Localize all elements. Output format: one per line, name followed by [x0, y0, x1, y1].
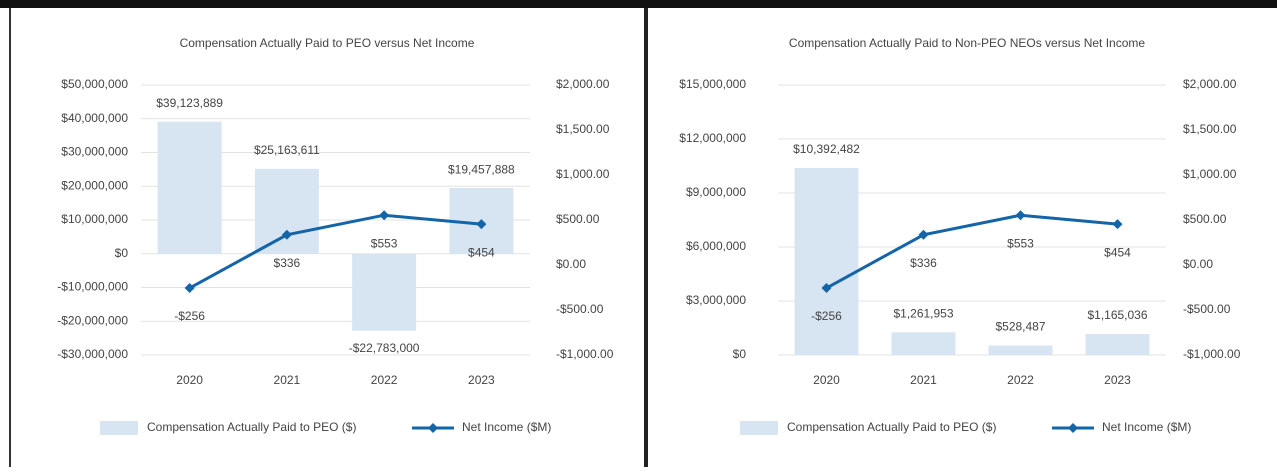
x-tick-label: 2020: [813, 373, 840, 387]
y-tick-label: $12,000,000: [679, 131, 746, 145]
bar-value-label: -$22,783,000: [349, 341, 420, 355]
bar-value-label: $1,261,953: [893, 306, 953, 320]
y2-tick-label: $0.00: [556, 257, 586, 271]
bar-value-label: $1,165,036: [1087, 308, 1147, 322]
x-tick-label: 2022: [371, 373, 398, 387]
bar: [1085, 334, 1150, 355]
y2-tick-label: $500.00: [556, 212, 600, 226]
bar-value-label: $528,487: [995, 320, 1045, 334]
y-tick-label: -$10,000,000: [57, 280, 128, 294]
bar-value-label: $25,163,611: [254, 143, 320, 157]
line-marker: [1112, 219, 1123, 230]
chart-title: Compensation Actually Paid to Non-PEO NE…: [789, 36, 1145, 50]
x-tick-label: 2020: [176, 373, 203, 387]
frame-top: [0, 0, 1277, 8]
legend-label: Net Income ($M): [1102, 420, 1191, 434]
line-value-label: $454: [468, 245, 495, 259]
line-value-label: -$256: [811, 309, 842, 323]
line-value-label: -$256: [174, 309, 205, 323]
legend-label: Compensation Actually Paid to PEO ($): [787, 420, 996, 434]
y-tick-label: $0: [115, 246, 129, 260]
frame-left: [9, 8, 11, 467]
y2-tick-label: -$500.00: [556, 302, 604, 316]
y2-tick-label: $2,000.00: [1183, 77, 1237, 91]
bar-value-label: $39,123,889: [156, 96, 223, 110]
line-value-label: $336: [910, 256, 937, 270]
line-marker: [184, 283, 195, 294]
y2-tick-label: -$500.00: [1183, 302, 1231, 316]
bar: [254, 168, 319, 254]
y2-tick-label: $2,000.00: [556, 77, 610, 91]
x-tick-label: 2021: [910, 373, 937, 387]
line-marker: [821, 283, 832, 294]
line-marker: [281, 229, 292, 240]
line-value-label: $336: [274, 256, 301, 270]
line: [825, 213, 1118, 290]
line-value-label: $553: [371, 236, 398, 250]
y-tick-label: $50,000,000: [61, 77, 128, 91]
y-tick-label: $3,000,000: [686, 293, 746, 307]
bar: [794, 167, 859, 355]
legend-swatch: [740, 421, 778, 435]
y2-tick-label: -$1,000.00: [1183, 347, 1241, 361]
x-tick-label: 2022: [1007, 373, 1034, 387]
bar: [891, 332, 956, 355]
y-tick-label: -$30,000,000: [57, 347, 128, 361]
legend-marker: [1068, 423, 1078, 433]
legend-marker: [428, 423, 438, 433]
y-tick-label: $9,000,000: [686, 185, 746, 199]
x-tick-label: 2023: [468, 373, 495, 387]
legend-label: Compensation Actually Paid to PEO ($): [147, 420, 356, 434]
line-marker: [379, 210, 390, 221]
y2-tick-label: $1,500.00: [1183, 122, 1237, 136]
x-tick-label: 2023: [1104, 373, 1131, 387]
y-tick-label: $20,000,000: [61, 178, 128, 192]
bar-value-label: $10,392,482: [793, 142, 860, 156]
y-tick-label: $6,000,000: [686, 239, 746, 253]
y-tick-label: $10,000,000: [61, 212, 128, 226]
line: [188, 213, 482, 290]
y-tick-label: $15,000,000: [679, 77, 746, 91]
y2-tick-label: -$1,000.00: [556, 347, 614, 361]
y-tick-label: $40,000,000: [61, 111, 128, 125]
legend-label: Net Income ($M): [462, 420, 551, 434]
line-marker: [1015, 210, 1026, 221]
y-tick-label: $30,000,000: [61, 145, 128, 159]
y2-tick-label: $1,000.00: [1183, 167, 1237, 181]
bar-value-label: $19,457,888: [448, 162, 515, 176]
legend-swatch: [100, 421, 138, 435]
x-tick-label: 2021: [274, 373, 301, 387]
line-value-label: $454: [1104, 245, 1131, 259]
y2-tick-label: $1,500.00: [556, 122, 610, 136]
y2-tick-label: $0.00: [1183, 257, 1213, 271]
y2-tick-label: $1,000.00: [556, 167, 610, 181]
bar: [988, 345, 1053, 355]
bar: [352, 253, 417, 331]
y2-tick-label: $500.00: [1183, 212, 1227, 226]
line-value-label: $553: [1007, 236, 1034, 250]
line-marker: [476, 219, 487, 230]
bar: [157, 121, 222, 254]
y-tick-label: -$20,000,000: [57, 313, 128, 327]
y-tick-label: $0: [733, 347, 747, 361]
line-marker: [918, 229, 929, 240]
frame-divider: [644, 8, 648, 467]
chart-title: Compensation Actually Paid to PEO versus…: [180, 36, 475, 50]
